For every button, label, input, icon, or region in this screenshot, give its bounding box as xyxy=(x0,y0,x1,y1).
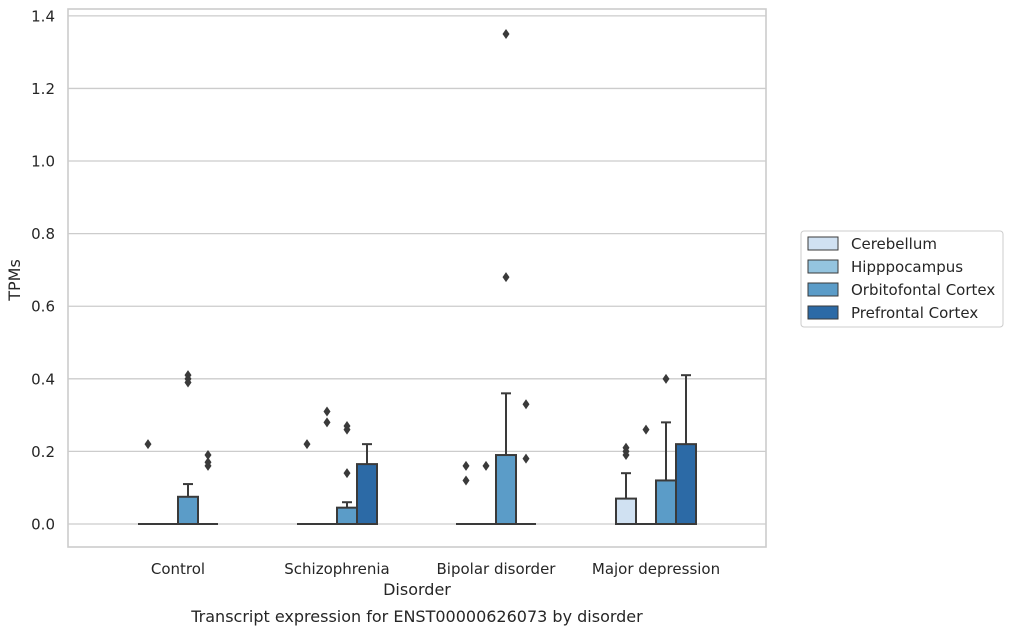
grid-layer xyxy=(68,15,766,525)
outlier-point xyxy=(204,450,212,461)
legend: Cerebellum Hipppocampus Orbitofontal Corte… xyxy=(800,230,1004,328)
plot-frame xyxy=(67,8,767,548)
x-tick-label: Bipolar disorder xyxy=(437,560,557,578)
box-body xyxy=(655,479,677,526)
box-0-0 xyxy=(138,439,158,525)
box-2-2 xyxy=(495,29,517,526)
outlier-point xyxy=(502,29,510,39)
y-tick-label: 0.0 xyxy=(31,516,55,534)
box-layer xyxy=(138,29,697,526)
outlier-point xyxy=(343,421,351,431)
legend-items: Cerebellum Hipppocampus Orbitofontal Corte… xyxy=(807,235,995,322)
y-tick-label: 1.0 xyxy=(31,153,55,171)
box-1-2 xyxy=(476,460,496,525)
box-1-1 xyxy=(317,406,337,525)
y-axis-label: TPMs xyxy=(5,259,24,302)
outlier-point xyxy=(502,272,510,283)
box-body xyxy=(336,506,358,525)
y-tick-label: 1.4 xyxy=(31,7,55,25)
box-body xyxy=(615,497,637,525)
legend-swatch xyxy=(807,282,839,297)
x-tick-label: Major depression xyxy=(592,560,720,578)
legend-frame xyxy=(800,230,1004,328)
outlier-point xyxy=(522,453,530,464)
box-body xyxy=(495,454,517,526)
legend-label: Prefrontal Cortex xyxy=(851,304,978,322)
outlier-point xyxy=(323,417,331,428)
x-tick-label: Control xyxy=(151,560,205,578)
box-0-3 xyxy=(615,442,637,525)
y-tick-label: 0.8 xyxy=(31,225,55,243)
legend-label: Orbitofontal Cortex xyxy=(851,281,995,299)
box-0-2 xyxy=(456,460,476,525)
outlier-point xyxy=(522,399,530,410)
box-2-1 xyxy=(336,421,358,525)
legend-label: Cerebellum xyxy=(851,235,937,253)
chart-caption: Transcript expression for ENST0000062607… xyxy=(190,607,643,626)
outlier-point xyxy=(184,370,192,381)
outlier-point xyxy=(462,475,470,486)
legend-swatch xyxy=(807,305,839,320)
legend-label: Hipppocampus xyxy=(851,258,963,276)
box-body xyxy=(356,463,378,526)
outlier-point xyxy=(303,439,311,450)
legend-swatch xyxy=(807,259,839,274)
outlier-point xyxy=(622,442,630,453)
y-tick-label: 0.6 xyxy=(31,298,55,316)
x-tick-label: Schizophrenia xyxy=(284,560,389,578)
box-body xyxy=(675,443,697,526)
y-tick-label: 0.4 xyxy=(31,370,55,388)
outlier-point xyxy=(204,457,212,468)
outlier-point xyxy=(323,406,331,417)
legend-swatch xyxy=(807,236,839,251)
x-axis-label: Disorder xyxy=(383,580,451,599)
y-tick-label: 1.2 xyxy=(31,80,55,98)
box-3-1 xyxy=(356,443,378,526)
box-3-0 xyxy=(198,450,218,525)
box-3-2 xyxy=(516,399,536,525)
box-1-3 xyxy=(636,424,656,525)
y-axis-ticks: 0.0 0.2 0.4 0.6 0.8 1.0 1.2 1.4 xyxy=(31,7,55,533)
outlier-point xyxy=(343,468,351,479)
outlier-point xyxy=(662,373,670,384)
box-3-3 xyxy=(675,374,697,526)
x-axis-ticks: Control Schizophrenia Bipolar disorder Majo… xyxy=(151,560,720,578)
outlier-point xyxy=(144,439,152,450)
y-tick-label: 0.2 xyxy=(31,443,55,461)
outlier-point xyxy=(482,460,490,471)
box-0-1 xyxy=(297,439,317,525)
box-2-3 xyxy=(655,373,677,526)
outlier-point xyxy=(462,460,470,471)
box-body xyxy=(177,495,199,525)
outlier-point xyxy=(642,424,650,435)
box-2-0 xyxy=(177,370,199,525)
